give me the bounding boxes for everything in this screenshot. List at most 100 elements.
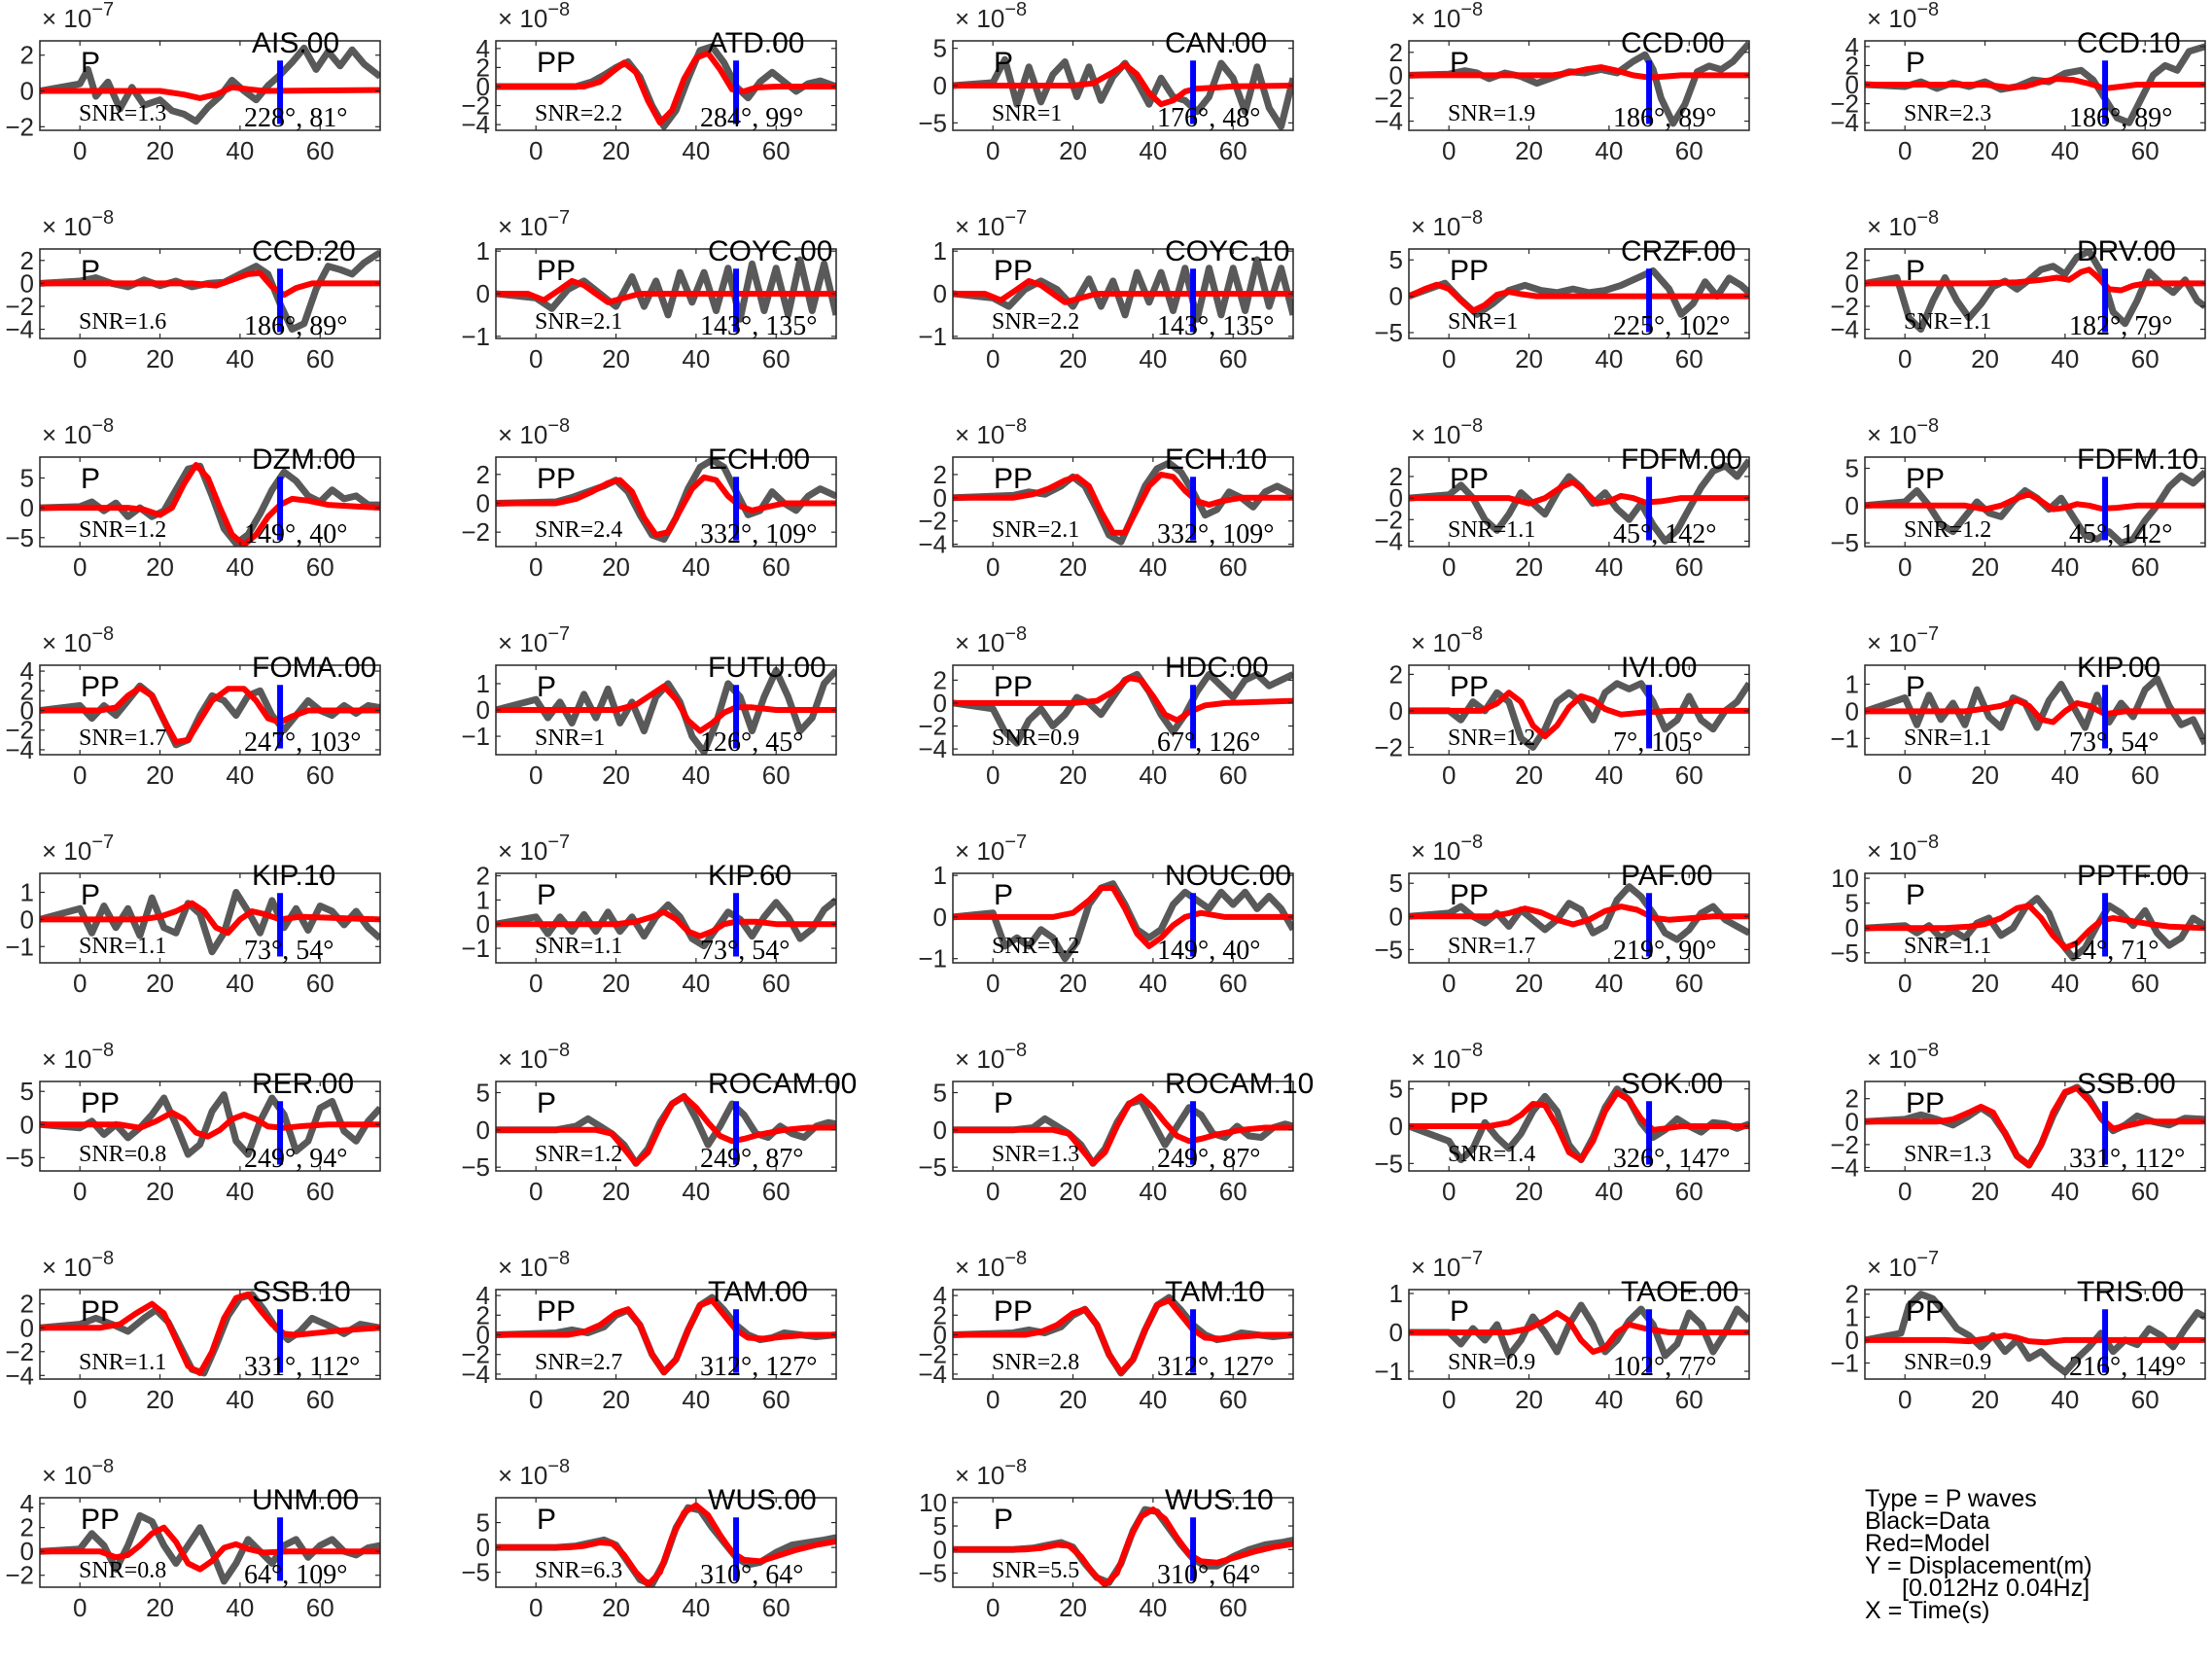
- y-tick-label: 4: [1845, 32, 1859, 61]
- x-tick-label: 0: [529, 1385, 543, 1414]
- y-exponent-label: × 10−8: [955, 0, 1027, 33]
- y-tick-label: 5: [1389, 1075, 1403, 1104]
- y-exponent-label: × 10−8: [42, 207, 114, 241]
- y-tick-label: 0: [1845, 913, 1859, 942]
- snr-label: SNR=2.2: [992, 309, 1079, 335]
- snr-label: SNR=1: [535, 726, 605, 751]
- y-tick-label: −5: [5, 1143, 34, 1172]
- axes-box: [1408, 1289, 1750, 1380]
- y-tick-label: −4: [918, 1360, 947, 1389]
- phase-label: P: [994, 47, 1013, 79]
- azimuth-distance-label: 228°, 81°: [244, 103, 347, 133]
- model-trace: [1865, 266, 2205, 294]
- y-tick-label: 0: [1845, 491, 1859, 520]
- x-tick-label: 60: [1219, 1593, 1247, 1622]
- y-tick-label: 10: [1831, 864, 1859, 893]
- phase-label: PP: [537, 1295, 576, 1328]
- axes-box: [952, 1497, 1294, 1588]
- x-tick-label: 20: [1971, 552, 1999, 582]
- snr-label: SNR=2.1: [992, 517, 1079, 543]
- azimuth-distance-label: 326°, 147°: [1613, 1144, 1730, 1174]
- azimuth-distance-label: 102°, 77°: [1613, 1352, 1716, 1382]
- station-title: COYC.00: [708, 235, 832, 267]
- y-tick-label: 0: [20, 1110, 34, 1139]
- data-trace: [40, 1511, 380, 1585]
- phase-label: PP: [81, 1504, 120, 1536]
- axes-box: [39, 1497, 381, 1588]
- station-title: CCD.20: [252, 235, 356, 267]
- x-tick-label: 60: [306, 1385, 334, 1414]
- x-tick-label: 60: [762, 344, 790, 373]
- x-tick-label: 60: [1219, 1385, 1247, 1414]
- y-tick-label: −4: [5, 315, 34, 344]
- x-tick-label: 60: [2131, 761, 2159, 790]
- x-tick-label: 0: [1442, 136, 1456, 165]
- y-exponent-label: × 10−8: [1867, 1040, 1939, 1074]
- y-tick-label: −2: [1374, 84, 1403, 113]
- station-title: SOK.00: [1621, 1068, 1723, 1100]
- x-tick-label: 20: [602, 761, 630, 790]
- phase-label: PP: [994, 255, 1033, 287]
- snr-label: SNR=1.3: [79, 101, 166, 126]
- x-tick-label: 0: [986, 1593, 1000, 1622]
- y-tick-label: −4: [461, 110, 490, 139]
- x-tick-label: 60: [762, 761, 790, 790]
- phase-label: PP: [81, 1087, 120, 1119]
- x-tick-label: 60: [2131, 969, 2159, 998]
- phase-label: P: [994, 1087, 1013, 1119]
- model-trace: [40, 462, 380, 547]
- x-tick-label: 20: [1971, 344, 1999, 373]
- y-tick-label: −2: [1830, 292, 1859, 321]
- y-tick-label: −2: [461, 91, 490, 121]
- model-trace: [40, 1524, 380, 1573]
- model-trace: [1409, 281, 1749, 314]
- y-tick-label: 1: [20, 878, 34, 907]
- azimuth-distance-label: 312°, 127°: [700, 1352, 817, 1382]
- x-tick-label: 0: [529, 552, 543, 582]
- y-tick-label: −2: [1374, 732, 1403, 762]
- x-tick-label: 0: [986, 761, 1000, 790]
- y-tick-label: 0: [20, 904, 34, 934]
- y-tick-label: −5: [461, 1558, 490, 1587]
- x-tick-label: 0: [986, 552, 1000, 582]
- x-tick-label: 40: [1139, 969, 1167, 998]
- station-title: PAF.00: [1621, 860, 1713, 892]
- azimuth-distance-label: 45°, 142°: [2069, 519, 2172, 549]
- x-tick-label: 20: [1515, 1385, 1543, 1414]
- y-exponent-label: × 10−7: [955, 832, 1027, 866]
- azimuth-distance-label: 186°, 89°: [1613, 103, 1716, 133]
- y-exponent-label: × 10−7: [1867, 623, 1939, 657]
- y-tick-label: 0: [476, 488, 490, 517]
- axes-box: [1408, 664, 1750, 756]
- x-tick-label: 0: [73, 969, 87, 998]
- axes-box: [495, 40, 837, 131]
- y-tick-label: 1: [1845, 1302, 1859, 1331]
- model-trace: [1409, 1310, 1749, 1355]
- azimuth-distance-label: 332°, 109°: [700, 519, 817, 549]
- station-title: CCD.10: [2077, 27, 2181, 59]
- legend-data: Black=Data: [1865, 1507, 1990, 1535]
- y-tick-label: −2: [918, 1340, 947, 1369]
- y-exponent-label: × 10−7: [955, 207, 1027, 241]
- axes-box: [495, 1080, 837, 1172]
- azimuth-distance-label: 247°, 103°: [244, 727, 361, 758]
- x-tick-label: 60: [306, 1177, 334, 1206]
- y-exponent-label: × 10−7: [498, 832, 570, 866]
- y-exponent-label: × 10−8: [955, 415, 1027, 449]
- azimuth-distance-label: 284°, 99°: [700, 103, 803, 133]
- y-tick-label: 2: [20, 1513, 34, 1542]
- y-tick-label: −1: [918, 944, 947, 974]
- y-exponent-label: × 10−8: [1867, 207, 1939, 241]
- y-tick-label: 0: [933, 1116, 947, 1145]
- snr-label: SNR=1.6: [79, 309, 166, 335]
- x-tick-label: 40: [682, 1593, 710, 1622]
- x-tick-label: 0: [1898, 344, 1912, 373]
- y-tick-label: −2: [918, 712, 947, 741]
- x-tick-label: 40: [1139, 344, 1167, 373]
- panel-coyc-10: 0 20 40 60 −1 0 1 × 10−7 PP COYC.10 SNR=2.2 143°, 1…: [918, 207, 1294, 373]
